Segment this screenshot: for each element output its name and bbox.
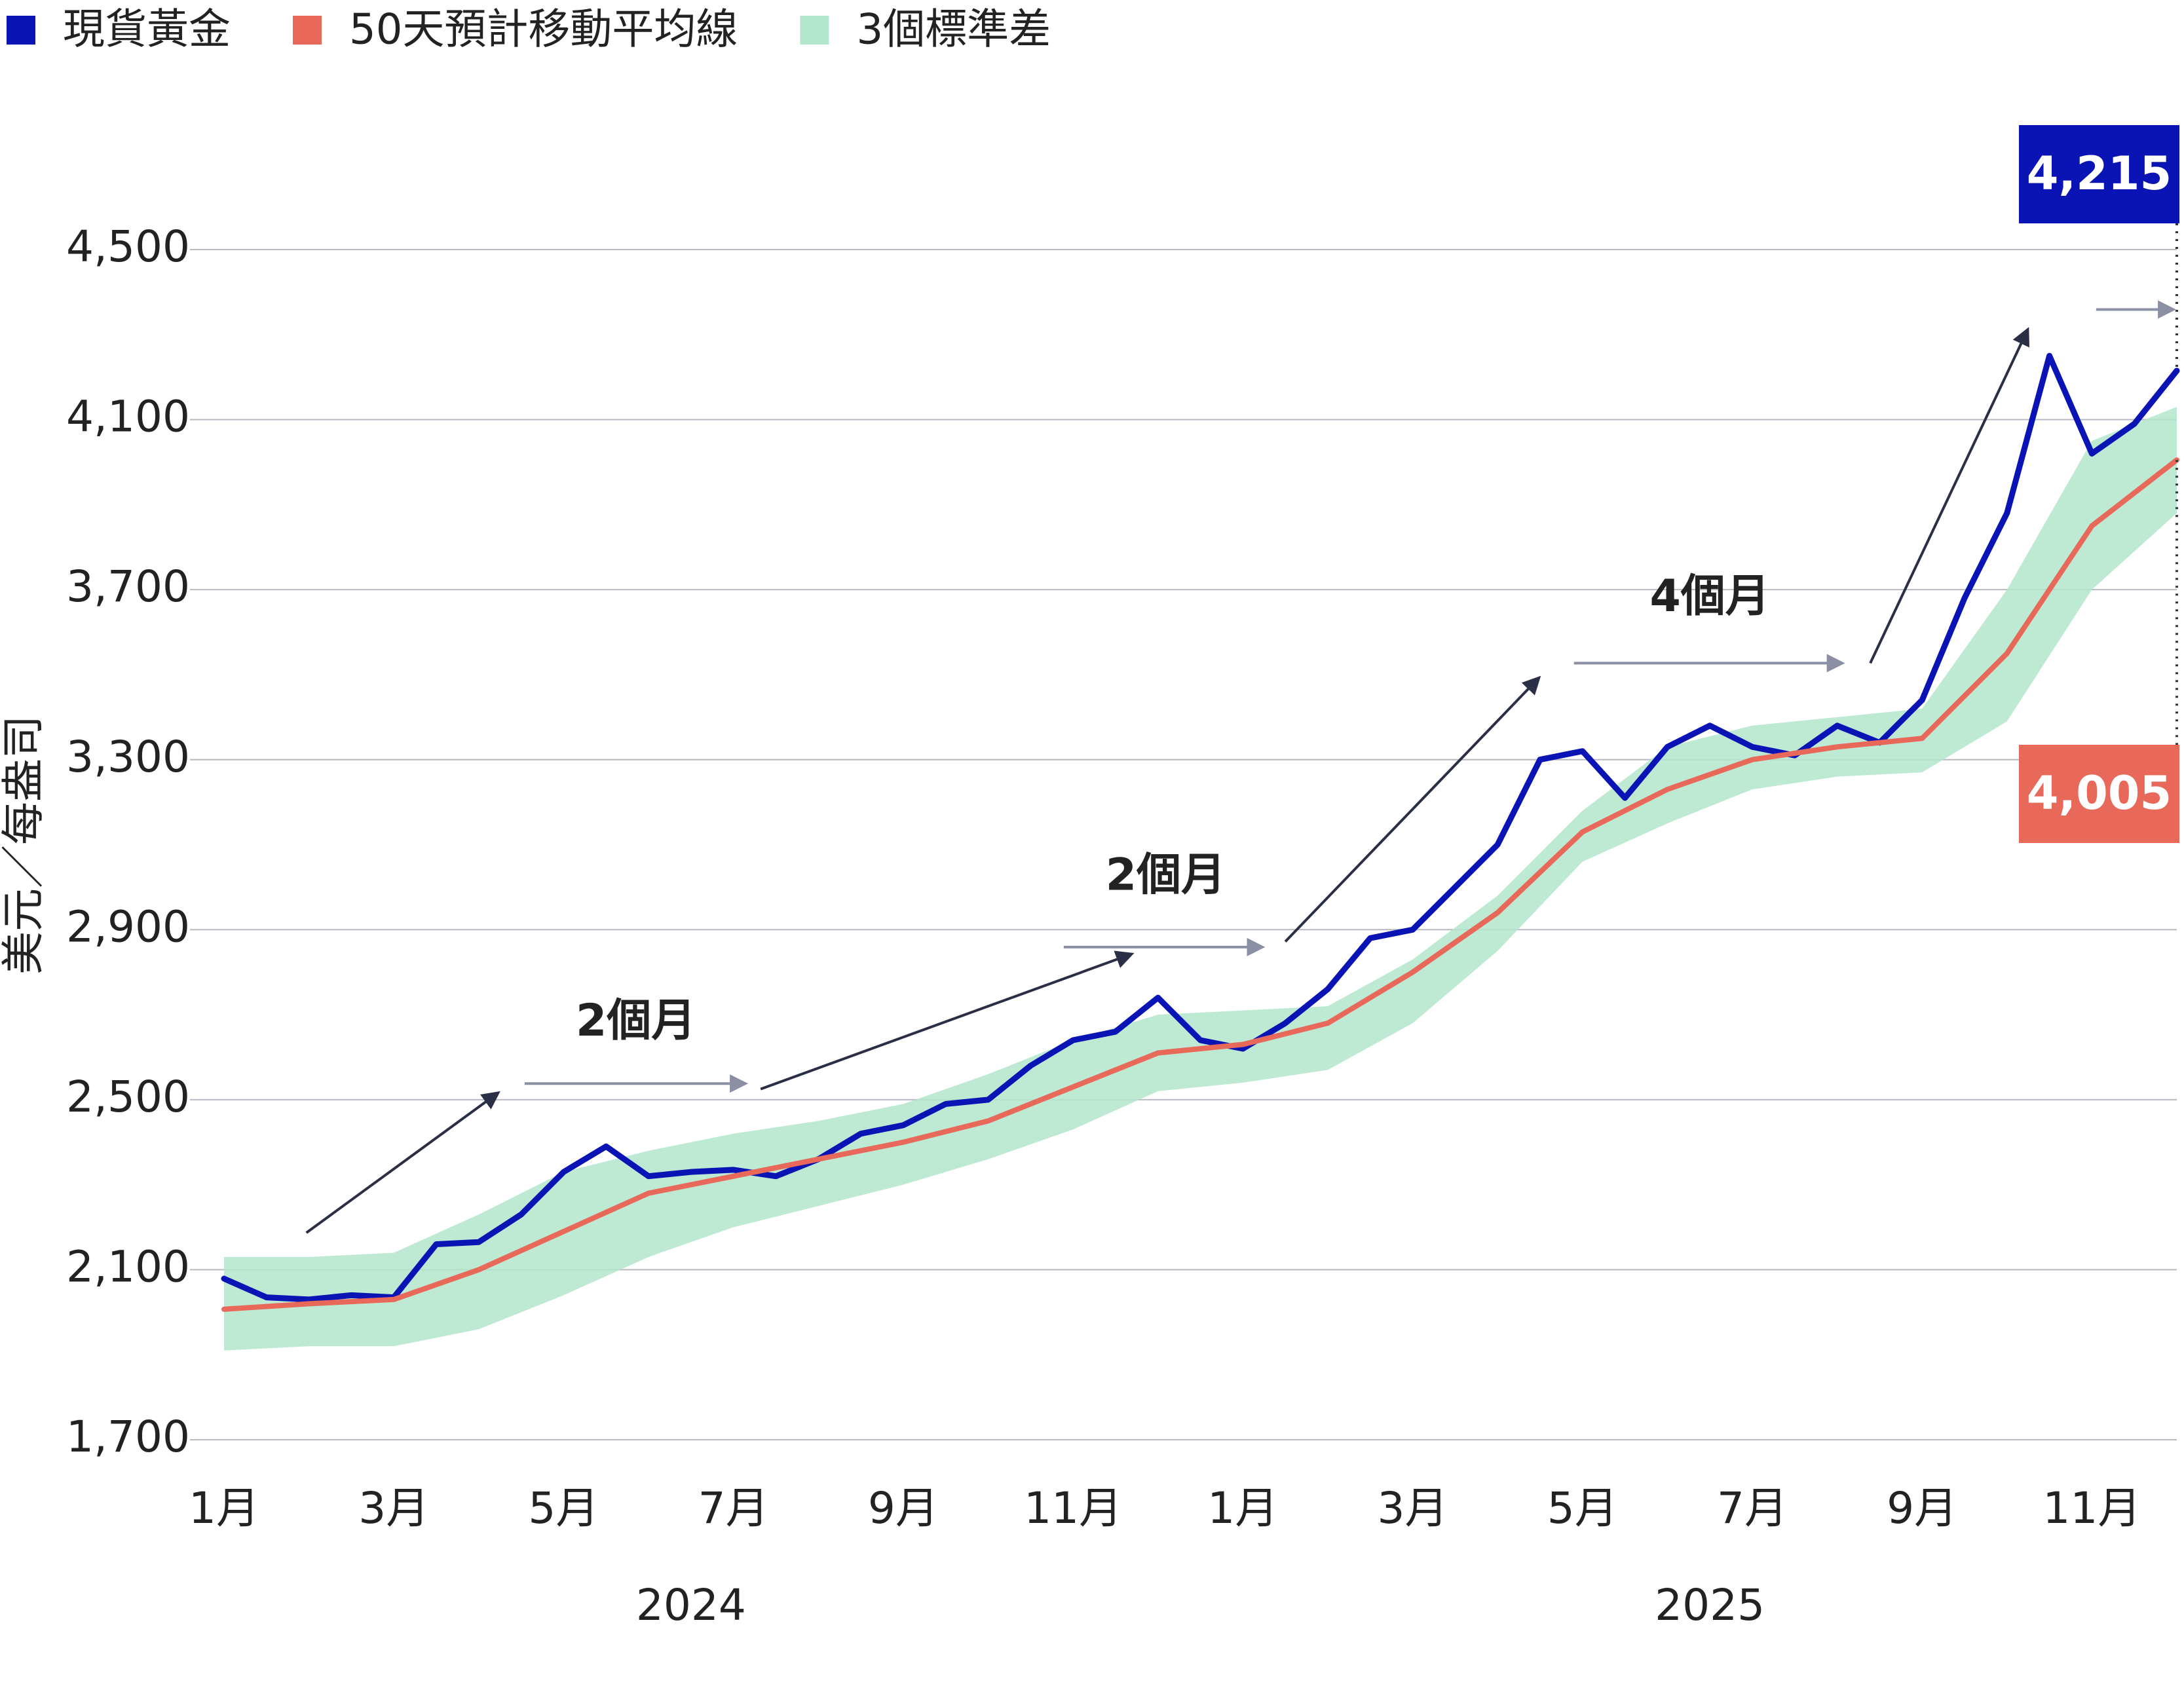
annotation: 2個月 <box>576 995 696 1047</box>
annotation: 2個月 <box>1106 850 1226 901</box>
end-label-box <box>2019 125 2179 223</box>
y-tick-label: 1,700 <box>66 1412 190 1462</box>
x-tick-label: 7月 <box>1717 1483 1788 1533</box>
x-group-label: 2025 <box>1655 1580 1765 1630</box>
x-tick-label: 9月 <box>868 1483 939 1533</box>
x-tick-label: 3月 <box>1378 1483 1448 1533</box>
x-group-label: 2024 <box>636 1580 746 1630</box>
trend-arrow <box>1284 675 1541 943</box>
legend-label: 現貨黃金 <box>63 6 231 54</box>
annotations: 4,215 4,005 2個月 2個月 4個月 <box>305 125 2179 1234</box>
x-tick-label: 5月 <box>528 1483 599 1533</box>
lines <box>221 352 2180 1312</box>
y-axis-title: 美元／每盎司 <box>0 715 48 975</box>
x-tick-label: 5月 <box>1547 1483 1618 1533</box>
y-tick-label: 2,500 <box>66 1072 190 1122</box>
end-label: 4,215 <box>2027 147 2172 200</box>
y-tick-label: 4,500 <box>66 221 190 272</box>
legend: 現貨黃金 50天預計移動平均線 3個標準差 <box>7 6 1051 54</box>
std-band <box>224 407 2177 1351</box>
series-line <box>221 352 2180 1303</box>
legend-swatch <box>7 16 35 45</box>
trend-arrow <box>305 1091 500 1234</box>
bands <box>224 407 2177 1351</box>
x-tick-label: 3月 <box>358 1483 429 1533</box>
y-tick-label: 2,900 <box>66 901 190 952</box>
x-tick-label: 1月 <box>189 1483 259 1533</box>
end-label: 4,005 <box>2027 766 2172 820</box>
x-tick-label: 11月 <box>2043 1483 2141 1533</box>
y-tick-label: 4,100 <box>66 392 190 442</box>
x-tick-label: 7月 <box>698 1483 769 1533</box>
legend-swatch <box>800 16 829 45</box>
legend-label: 3個標準差 <box>856 6 1051 54</box>
y-tick-label: 3,700 <box>66 561 190 612</box>
end-label-box <box>2019 745 2179 843</box>
legend-swatch <box>293 16 322 45</box>
y-tick-label: 2,100 <box>66 1241 190 1292</box>
y-tick-label: 3,300 <box>66 732 190 782</box>
x-tick-label: 9月 <box>1887 1483 1957 1533</box>
annotation: 4個月 <box>1649 571 1769 622</box>
trend-arrow <box>760 950 1135 1091</box>
series-line <box>221 457 2179 1312</box>
trend-arrow <box>1869 327 2029 664</box>
x-tick-label: 1月 <box>1207 1483 1278 1533</box>
legend-label: 50天預計移動平均線 <box>349 6 738 54</box>
x-tick-label: 11月 <box>1024 1483 1122 1533</box>
